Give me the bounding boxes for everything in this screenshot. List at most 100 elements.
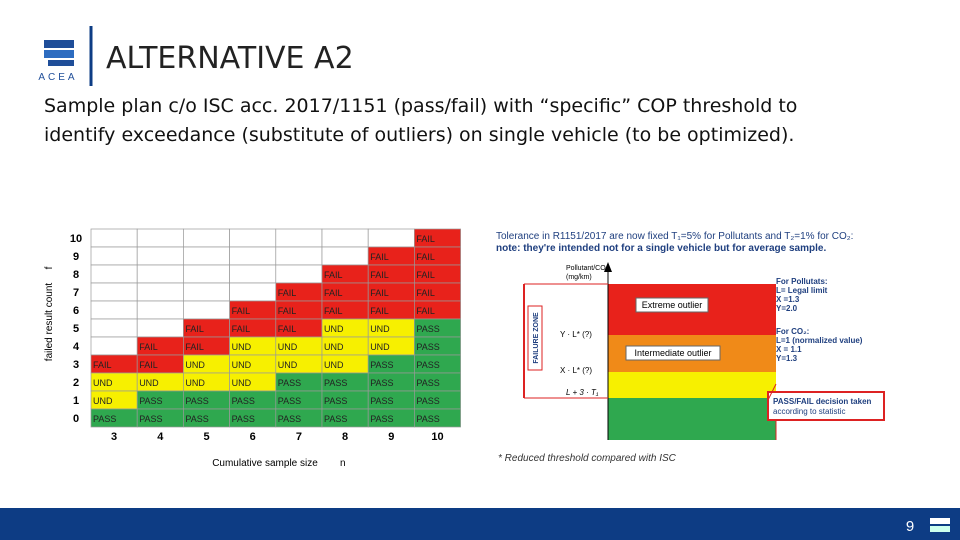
cell: [229, 264, 277, 284]
co2-note: For CO₂:: [776, 327, 809, 336]
cell: [275, 264, 323, 284]
title: ALTERNATIVE A2: [106, 41, 354, 76]
cell-text: FAIL: [416, 270, 435, 280]
cell-text: PASS: [370, 396, 393, 406]
cell-text: FAIL: [370, 288, 389, 298]
cell-text: PASS: [370, 360, 393, 370]
row-label: 1: [73, 395, 79, 407]
failure-zone: FAILURE ZONE: [533, 312, 540, 364]
cell-text: FAIL: [370, 270, 389, 280]
cell-text: FAIL: [185, 324, 204, 334]
cell: [136, 228, 184, 248]
level: Y · L* (?): [560, 330, 592, 339]
cell: [229, 228, 277, 248]
subtitle: identify exceedance (substitute of outli…: [44, 124, 795, 146]
decision: PASS/FAIL decision taken: [773, 397, 872, 406]
cell-text: FAIL: [278, 306, 297, 316]
row-label: 4: [73, 341, 80, 353]
cell: [229, 246, 277, 266]
cell-text: FAIL: [93, 360, 112, 370]
row-label: 3: [73, 359, 79, 371]
cell-text: UND: [139, 378, 159, 388]
diagram: Tolerance in R1151/2017 are now fixed T₁…: [496, 231, 885, 464]
cell-text: UND: [324, 324, 344, 334]
cell-text: FAIL: [232, 324, 251, 334]
cell-text: PASS: [416, 378, 439, 388]
row-label: 7: [73, 287, 79, 299]
cell: [414, 408, 461, 428]
cell-text: PASS: [93, 414, 116, 424]
zone-label: Extreme outlier: [642, 300, 703, 310]
cell-text: FAIL: [416, 234, 435, 244]
row-label: 6: [73, 305, 79, 317]
zone-label: Intermediate outlier: [634, 348, 711, 358]
note: note: they're intended not for a single …: [496, 243, 826, 254]
logo-text: ACEA: [38, 72, 77, 83]
axis-unit: (mg/km): [566, 274, 592, 281]
axis-label: Pollutant/CO₂: [566, 265, 609, 272]
cell-text: PASS: [278, 414, 301, 424]
cell-text: UND: [93, 396, 113, 406]
cell-text: PASS: [278, 396, 301, 406]
cell: [183, 228, 230, 248]
cell: [90, 246, 138, 266]
cell: [321, 246, 369, 266]
cell-text: FAIL: [370, 306, 389, 316]
note: Tolerance in R1151/2017 are now fixed T₁…: [496, 231, 853, 242]
cell-text: PASS: [370, 414, 393, 424]
x-symbol: n: [340, 458, 346, 469]
cell-text: FAIL: [324, 288, 343, 298]
cell: [136, 282, 184, 302]
col-label: 5: [203, 431, 209, 443]
cell-text: FAIL: [139, 342, 158, 352]
cell: [90, 282, 138, 302]
cell: [229, 282, 277, 302]
row-label: 9: [73, 251, 79, 263]
row-label: 8: [73, 269, 79, 281]
cell-text: PASS: [416, 324, 439, 334]
cell: [90, 336, 138, 356]
cell-text: PASS: [232, 414, 255, 424]
cell-text: PASS: [324, 396, 347, 406]
cell: [321, 228, 369, 248]
cell-text: PASS: [232, 396, 255, 406]
cell-text: PASS: [370, 378, 393, 388]
cell-text: PASS: [139, 414, 162, 424]
col-label: 10: [431, 431, 443, 443]
cell: [183, 300, 230, 320]
cell-text: UND: [232, 342, 252, 352]
subtitle: Sample plan c/o ISC acc. 2017/1151 (pass…: [44, 95, 798, 117]
col-label: 8: [342, 431, 348, 443]
table: 10 FAIL 9 FAIL FAIL 8 FAIL FAIL FAIL 7 FAIL FAIL FAI…: [70, 228, 461, 443]
cell-text: PASS: [185, 414, 208, 424]
footnote: * Reduced threshold compared with ISC: [498, 453, 677, 464]
y-symbol: f: [44, 266, 55, 269]
cell: [183, 282, 230, 302]
cell-text: UND: [185, 378, 205, 388]
level: L + 3 · T₁: [566, 388, 599, 397]
level: X · L* (?): [560, 366, 592, 375]
cell-text: FAIL: [416, 288, 435, 298]
co2-note: L=1 (normalized value): [776, 336, 863, 345]
col-label: 6: [250, 431, 256, 443]
pollutant-note: X =1.3: [776, 295, 800, 304]
cell-text: PASS: [324, 414, 347, 424]
cell: [90, 228, 138, 248]
cell: [275, 228, 323, 248]
col-label: 3: [111, 431, 117, 443]
x-label: Cumulative sample size: [212, 458, 318, 469]
col-label: 9: [388, 431, 394, 443]
cell-text: UND: [278, 360, 298, 370]
cell-text: PASS: [324, 378, 347, 388]
cell-text: PASS: [416, 414, 439, 424]
cell-text: PASS: [416, 342, 439, 352]
cell-text: PASS: [416, 396, 439, 406]
cell: [136, 264, 184, 284]
cell-text: PASS: [416, 360, 439, 370]
cell-text: UND: [370, 324, 390, 334]
cell-text: FAIL: [324, 306, 343, 316]
row-label: 2: [73, 377, 79, 389]
y-label: failed result count: [44, 283, 55, 362]
cell-text: FAIL: [278, 288, 297, 298]
